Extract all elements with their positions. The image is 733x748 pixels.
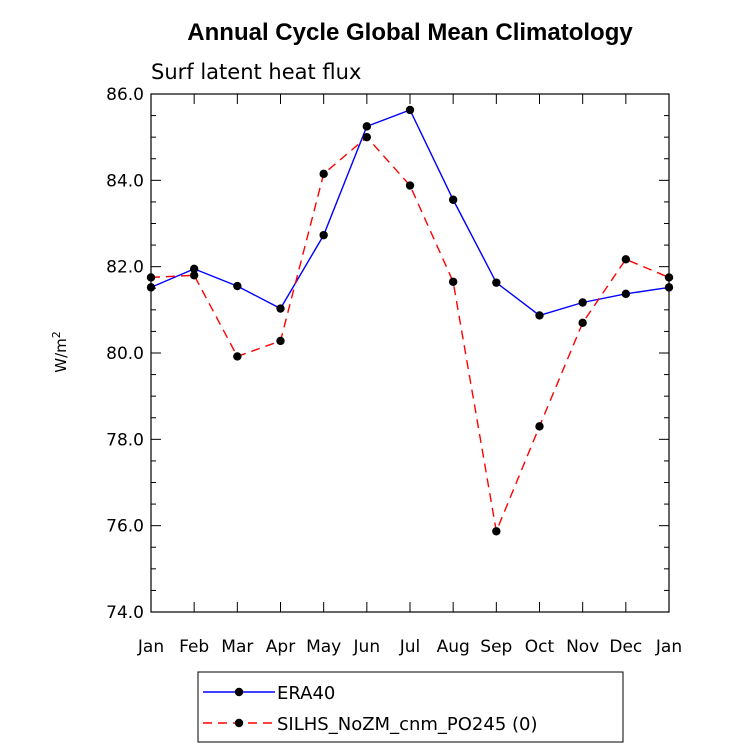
x-tick-label: Apr xyxy=(266,637,295,657)
data-point xyxy=(189,264,199,274)
data-point xyxy=(448,277,458,286)
x-tick-label: Jan xyxy=(137,637,164,657)
data-point xyxy=(405,181,415,190)
data-point xyxy=(578,298,587,307)
data-point xyxy=(492,527,501,536)
x-tick-label: Nov xyxy=(566,637,599,657)
legend-label-1: ERA40 xyxy=(277,683,335,704)
legend: ERA40 SILHS_NoZM_cnm_PO245 (0) xyxy=(197,671,624,743)
x-tick-label: May xyxy=(306,637,341,657)
series-line-1 xyxy=(150,109,670,317)
data-point xyxy=(276,336,285,346)
data-point xyxy=(405,105,415,115)
chart-title: Annual Cycle Global Mean Climatology xyxy=(187,19,633,46)
y-axis-label-superscript: 2 xyxy=(50,331,63,338)
x-tick-label: Oct xyxy=(525,637,555,657)
legend-marker-2 xyxy=(234,718,244,728)
chart-subtitle: Surf latent heat flux xyxy=(151,60,361,84)
x-tick-label: Aug xyxy=(437,637,470,657)
data-point xyxy=(448,195,458,204)
y-tick-label: 74.0 xyxy=(106,603,144,623)
data-point xyxy=(362,132,372,142)
data-point xyxy=(362,122,372,131)
y-axis-label: W/m2 xyxy=(50,331,70,373)
x-tick-label: Feb xyxy=(179,637,209,657)
legend-box xyxy=(197,671,624,743)
x-tick-label: Sep xyxy=(480,637,512,657)
axis-ticks: 74.0 76.0 78.0 80.0 82.0 84.0 86.0 Jan Feb Mar Apr… xyxy=(106,85,682,657)
y-tick-label: 78.0 xyxy=(106,430,144,450)
plot-series xyxy=(146,105,674,536)
series-line-2 xyxy=(150,136,670,534)
data-point xyxy=(535,422,544,431)
y-tick-label: 76.0 xyxy=(106,517,144,537)
y-tick-label: 80.0 xyxy=(106,344,144,364)
x-tick-label: Dec xyxy=(609,637,642,657)
data-point xyxy=(276,304,285,313)
data-point xyxy=(578,318,587,327)
plot-frame xyxy=(150,93,670,613)
data-point xyxy=(621,255,631,264)
legend-label-2: SILHS_NoZM_cnm_PO245 (0) xyxy=(277,714,538,735)
y-tick-label: 86.0 xyxy=(106,85,144,105)
data-point xyxy=(492,278,501,287)
data-point xyxy=(319,169,328,179)
y-tick-label: 82.0 xyxy=(106,258,144,278)
x-tick-label: Jul xyxy=(399,637,421,657)
x-tick-label: Jun xyxy=(353,637,381,657)
data-point xyxy=(319,230,328,240)
data-point xyxy=(233,281,242,291)
x-tick-label: Mar xyxy=(221,637,253,657)
data-point xyxy=(535,311,544,320)
data-point xyxy=(621,289,631,299)
data-point xyxy=(189,271,199,280)
x-tick-label: Jan xyxy=(655,637,682,657)
legend-marker-1 xyxy=(234,687,244,697)
y-axis-label-text: W/m xyxy=(52,338,70,373)
data-point xyxy=(233,352,242,361)
y-tick-label: 84.0 xyxy=(106,171,144,191)
